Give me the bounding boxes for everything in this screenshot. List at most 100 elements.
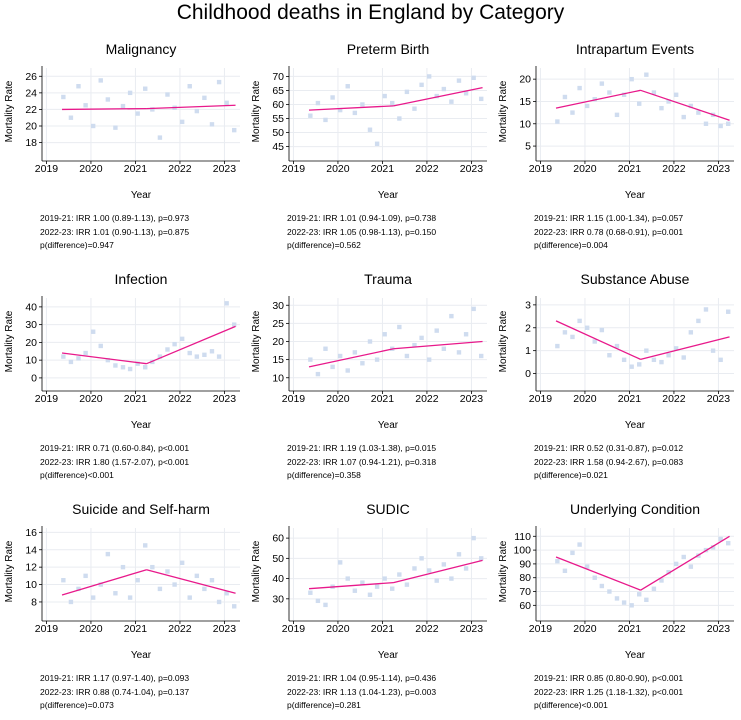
data-point	[404, 353, 410, 359]
data-point	[644, 597, 649, 603]
chart-panel: 10 15 20 25 30 2019 2020 2021 2022 2023 Trauma Mort…	[247, 262, 494, 490]
data-point	[584, 564, 590, 569]
y-tick-label: 18	[25, 137, 37, 149]
data-point	[179, 119, 185, 125]
data-point	[157, 135, 163, 140]
data-point	[607, 90, 612, 95]
x-tick-label: 2021	[371, 163, 395, 175]
data-point	[614, 343, 620, 349]
data-point	[570, 110, 575, 115]
data-point	[209, 578, 215, 583]
chart-panel: 18 20 22 24 26 2019 2020 2021 2022 2023 Malignancy…	[0, 32, 247, 260]
x-tick-label: 2023	[213, 163, 237, 175]
chart-panel: 8 10 12 14 16 2019 2020 2021 2022 2023 Suicide and…	[0, 492, 247, 720]
data-point	[83, 103, 88, 108]
data-point	[224, 301, 229, 306]
gridlines	[536, 528, 734, 621]
x-axis-label: Year	[378, 650, 399, 661]
data-point	[172, 582, 177, 587]
panel-title: Infection	[115, 271, 168, 287]
y-tick-label: 55	[272, 113, 284, 125]
x-tick-label: 2023	[460, 393, 484, 405]
data-point	[479, 353, 484, 359]
data-point	[216, 79, 222, 85]
data-point	[681, 355, 686, 360]
x-axis-label: Year	[131, 190, 152, 201]
data-point	[434, 578, 439, 583]
data-point	[337, 353, 343, 359]
stats-line: p(difference)=0.073	[40, 700, 114, 710]
data-point	[172, 341, 177, 347]
x-tick-label: 2022	[662, 163, 686, 175]
data-point	[194, 354, 200, 359]
data-point	[404, 582, 410, 587]
data-point	[143, 543, 148, 548]
data-point	[555, 343, 560, 349]
trend-line	[62, 107, 147, 111]
stats-line: 2022-23: IRR 0.88 (0.74-1.04), p=0.137	[40, 686, 190, 697]
stats-line: 2022-23: IRR 1.01 (0.90-1.13), p=0.875	[40, 226, 190, 237]
x-axis-label: Year	[378, 190, 399, 201]
x-tick-label: 2019	[529, 623, 553, 635]
data-point	[68, 115, 74, 120]
x-tick-label: 2023	[707, 393, 731, 405]
trend-line	[393, 87, 483, 107]
data-point	[577, 85, 582, 91]
panel-title: Preterm Birth	[347, 41, 429, 57]
data-point	[352, 588, 358, 593]
stats-block: 2019-21: IRR 0.52 (0.31-0.87), p=0.012 20…	[534, 442, 683, 483]
y-tick-label: 60	[272, 533, 284, 545]
trend-line	[640, 535, 730, 591]
scatter-points	[61, 543, 237, 609]
data-point	[412, 342, 417, 348]
data-point	[209, 122, 215, 127]
panel-title: Substance Abuse	[581, 271, 690, 287]
data-point	[426, 74, 432, 79]
data-point	[390, 586, 395, 591]
x-tick-label: 2021	[618, 163, 642, 175]
data-point	[337, 107, 343, 113]
data-point	[143, 86, 148, 91]
chart-svg: 0 1 2 3 2019 2020 2021 2022 2023 Substance Abuse M…	[498, 271, 734, 431]
data-point	[434, 93, 439, 99]
data-point	[666, 99, 671, 104]
data-point	[374, 357, 380, 362]
data-point	[441, 86, 447, 92]
data-point	[360, 580, 365, 585]
data-point	[90, 595, 96, 600]
data-point	[577, 542, 582, 547]
y-tick-label: 45	[272, 141, 284, 153]
stats-line: p(difference)=0.004	[534, 240, 608, 250]
data-point	[98, 78, 103, 83]
x-tick-label: 2022	[415, 163, 439, 175]
x-tick-label: 2020	[573, 393, 597, 405]
data-point	[718, 536, 723, 542]
data-point	[471, 306, 476, 312]
data-point	[456, 78, 462, 83]
data-point	[360, 361, 365, 366]
x-tick-label: 2020	[326, 623, 350, 635]
data-point	[382, 93, 387, 99]
y-tick-label: 22	[25, 104, 37, 116]
x-tick-label: 2019	[529, 163, 553, 175]
data-point	[419, 82, 424, 88]
data-point	[614, 596, 620, 601]
data-point	[360, 102, 365, 107]
data-point	[187, 350, 192, 356]
data-point	[374, 584, 380, 589]
trend-line	[393, 340, 483, 350]
data-point	[90, 329, 96, 334]
data-point	[120, 564, 126, 570]
data-point	[202, 95, 207, 101]
x-axis-label: Year	[625, 190, 646, 201]
x-tick-label: 2020	[79, 163, 103, 175]
data-point	[651, 586, 657, 591]
data-point	[105, 97, 111, 102]
x-tick-label: 2021	[124, 393, 148, 405]
data-point	[584, 103, 590, 109]
data-point	[434, 328, 439, 333]
data-point	[157, 586, 163, 592]
data-point	[651, 357, 657, 363]
data-point	[352, 110, 358, 116]
data-point	[449, 576, 454, 581]
